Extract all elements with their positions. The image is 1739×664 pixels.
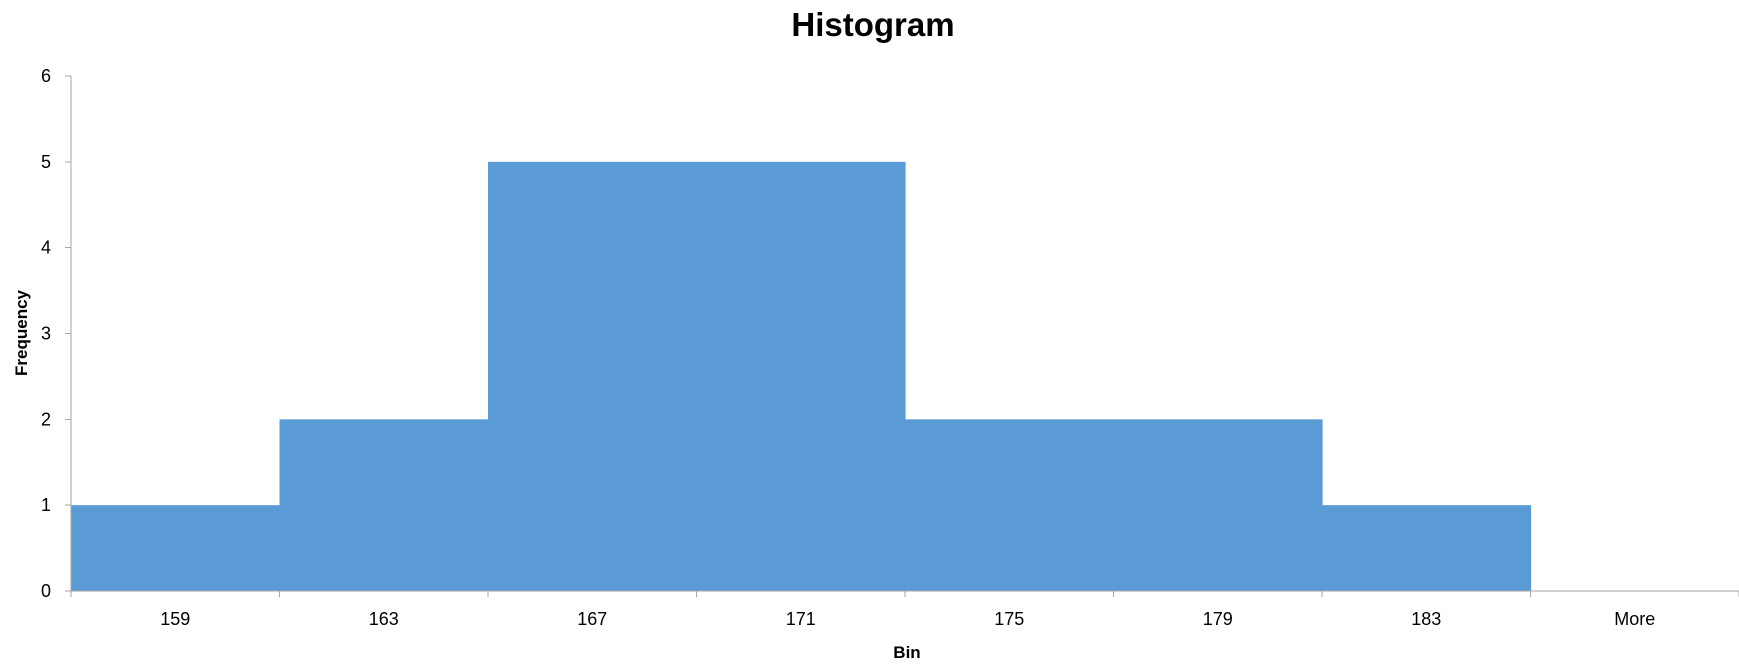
y-tick-label: 5 — [41, 152, 51, 172]
x-axis: 159 163 167 171 175 179 183 More — [70, 590, 1739, 629]
x-tick-label: 171 — [786, 609, 816, 629]
bars-group — [71, 161, 1532, 591]
bar-175 — [905, 419, 1115, 591]
y-axis-title: Frequency — [12, 289, 31, 376]
bar-179 — [1113, 419, 1323, 591]
bar-183 — [1322, 505, 1532, 591]
bar-163 — [279, 419, 489, 591]
bar-171 — [696, 161, 906, 591]
y-axis: 0 1 2 3 4 5 6 — [41, 66, 72, 601]
x-axis-title: Bin — [893, 643, 920, 662]
y-tick-label: 0 — [41, 581, 51, 601]
y-tick-label: 3 — [41, 324, 51, 344]
x-tick-label: 175 — [994, 609, 1024, 629]
bar-167 — [488, 161, 698, 591]
bar-159 — [71, 505, 281, 591]
x-tick-label: More — [1614, 609, 1655, 629]
x-tick-label: 159 — [160, 609, 190, 629]
x-tick-label: 179 — [1203, 609, 1233, 629]
y-tick-label: 2 — [41, 409, 51, 429]
x-tick-label: 163 — [369, 609, 399, 629]
x-tick-label: 183 — [1411, 609, 1441, 629]
y-tick-label: 1 — [41, 495, 51, 515]
y-tick-label: 6 — [41, 66, 51, 86]
y-tick-label: 4 — [41, 238, 51, 258]
x-tick-label: 167 — [577, 609, 607, 629]
chart-title: Histogram — [791, 6, 954, 43]
